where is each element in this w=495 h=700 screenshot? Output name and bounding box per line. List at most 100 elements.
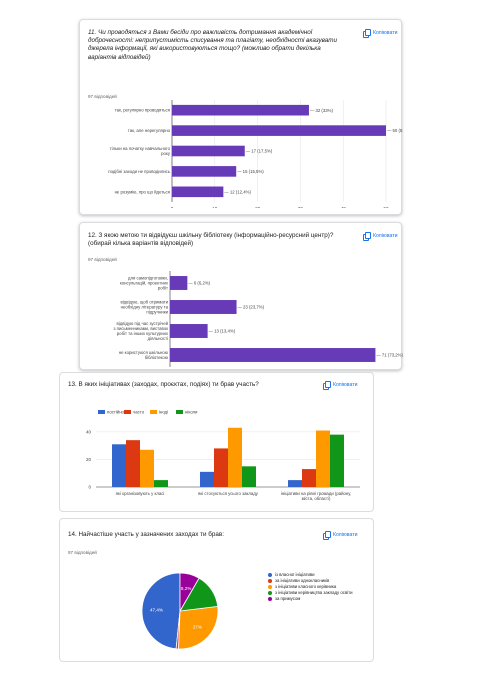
legend-label: із власної ініціативи: [275, 572, 315, 577]
legend-label: з ініціативи керівництва закладу освіти: [275, 590, 353, 595]
copy-label: Копіювати: [373, 30, 398, 36]
data-label: — 15 (15,5%): [237, 169, 264, 174]
copy-label: Копіювати: [333, 382, 358, 388]
legend-swatch: [176, 410, 183, 414]
x-tick-label: 10: [212, 206, 218, 208]
slice-label: 47,4%: [150, 607, 163, 612]
y-tick-label: 0: [88, 485, 91, 490]
copy-label: Копіювати: [333, 532, 358, 538]
bar: [170, 276, 188, 290]
slice-label: 8,2%: [181, 586, 191, 591]
bar: [172, 186, 224, 198]
q12-bar-chart: для самопідготовки, консультацій, проектн…: [113, 271, 403, 367]
q13-copy-button[interactable]: Копіювати: [323, 381, 358, 390]
category-label: так, регулярно проводяться: [115, 108, 171, 113]
pie-slice: [141, 572, 181, 650]
bar: [170, 324, 208, 338]
copy-icon: [323, 531, 331, 540]
q13-grouped-bar-chart: постійно часто іноді ніколи 0 20 40 які організ…: [86, 410, 360, 501]
legend-label: постійно: [107, 410, 125, 415]
bar: [172, 104, 309, 116]
q13-title: 13. В яких ініціативах (заходах, проєкта…: [68, 381, 259, 388]
data-label: — 32 (33%): [310, 108, 333, 113]
q14-pie-chart: 47,4% 27% 8,2%: [141, 572, 219, 650]
category-label: не розумію, про що йдеться: [115, 189, 171, 194]
copy-icon: [363, 232, 371, 241]
bar: [200, 471, 214, 487]
y-tick-label: 40: [86, 429, 92, 434]
category-label: ініціативи на рівні громади (району, міст…: [281, 491, 352, 501]
data-label: — 50 (51,5%): [387, 128, 403, 133]
bar: [242, 466, 256, 487]
bar: [172, 125, 386, 136]
data-label: — 6 (6,2%): [188, 281, 210, 286]
x-tick-label: 0: [171, 206, 174, 208]
x-tick-label: 20: [255, 206, 261, 208]
data-label: — 13 (13,4%): [209, 329, 236, 334]
category-label: тільки на початку навчального року: [110, 146, 171, 156]
q14-title: 14. Найчастіше участь у зазначених заход…: [68, 531, 224, 538]
copy-icon: [323, 381, 331, 390]
q12-copy-button[interactable]: Копіювати: [363, 232, 398, 241]
q14-copy-button[interactable]: Копіювати: [323, 531, 358, 540]
pie-slice: [178, 605, 219, 650]
legend-label: за ініціативи однокласників: [275, 578, 330, 583]
data-label: — 17 (17,5%): [246, 149, 273, 154]
category-label: подібні заходи не проводились: [108, 169, 170, 174]
legend-item: з ініціативи керівництва закладу освіти: [268, 590, 368, 595]
legend-swatch: [268, 590, 272, 595]
legend-label: за примусом: [275, 596, 301, 601]
bar: [316, 430, 330, 487]
legend-swatch: [98, 410, 105, 414]
copy-label: Копіювати: [373, 233, 398, 239]
bar: [302, 469, 316, 487]
q11-response-count: 97 відповідей: [88, 94, 117, 99]
bar: [140, 449, 154, 487]
bar: [330, 434, 344, 487]
category-label: які організовують у класі: [116, 491, 165, 496]
legend-label: іноді: [159, 410, 168, 415]
legend-label: ніколи: [185, 410, 198, 415]
q11-copy-button[interactable]: Копіювати: [363, 29, 398, 38]
legend-item: із власної ініціативи: [268, 572, 368, 577]
legend-swatch: [268, 572, 272, 577]
q14-response-count: 97 відповідей: [68, 550, 97, 555]
q11-title: 11. Чи проводяться з Вами бесіди про важ…: [88, 29, 338, 61]
y-tick-label: 20: [86, 457, 92, 462]
legend-swatch: [268, 584, 272, 589]
legend-swatch: [124, 410, 131, 414]
category-label: так, але нерегулярно: [128, 128, 171, 133]
bar: [126, 440, 140, 487]
x-tick-label: 40: [341, 206, 347, 208]
bar: [228, 427, 242, 487]
bar: [172, 145, 245, 157]
data-label: — 71 (73,2%): [376, 353, 403, 358]
bar: [170, 348, 376, 362]
slice-label: 27%: [193, 625, 202, 630]
q11-card: 11. Чи проводяться з Вами бесіди про важ…: [79, 19, 403, 215]
legend-item: з ініціативи класного керівника: [268, 584, 368, 589]
x-tick-label: 30: [298, 206, 304, 208]
bar: [172, 166, 237, 177]
q12-response-count: 97 відповідей: [88, 257, 117, 262]
legend-swatch: [268, 578, 272, 583]
bar: [214, 448, 228, 487]
legend-swatch: [150, 410, 157, 414]
category-label: які стосуються усього закладу: [198, 491, 259, 496]
q13-card: 13. В яких ініціативах (заходах, проєкта…: [59, 372, 374, 512]
legend-item: за ініціативи однокласників: [268, 578, 368, 583]
bar: [154, 480, 168, 487]
data-label: — 23 (23,7%): [238, 305, 265, 310]
bar: [288, 480, 302, 487]
q14-legend: із власної ініціативи за ініціативи однок…: [268, 572, 368, 601]
bar: [112, 444, 126, 487]
category-label: відвідую під час зустрічей з письменникам…: [113, 321, 168, 341]
q14-card: 14. Найчастіше участь у зазначених заход…: [59, 518, 374, 662]
category-label: для самопідготовки, консультацій, проектн…: [120, 276, 169, 291]
data-label: — 12 (12,4%): [224, 189, 251, 194]
category-label: відвідую, щоб отримати необхідну літерату…: [121, 300, 169, 315]
pie-slice: [179, 572, 200, 613]
bar: [170, 300, 237, 314]
legend-swatch: [268, 596, 272, 601]
